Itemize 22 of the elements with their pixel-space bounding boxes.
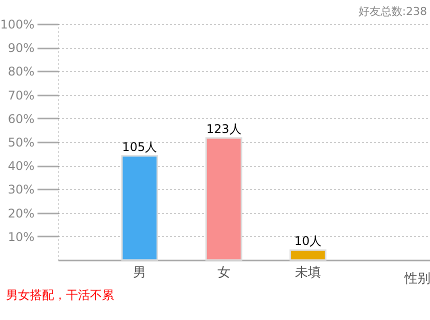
y-tick-label: 80%: [8, 64, 34, 79]
y-tick-label: 40%: [8, 159, 34, 174]
x-axis-title: 性别: [404, 272, 430, 286]
text: 男女搭配，干活不累: [6, 288, 114, 302]
bar: [121, 155, 158, 261]
y-tick-label: 30%: [8, 182, 34, 197]
y-tick-label: 20%: [8, 206, 34, 220]
annotation: 123人: [206, 122, 242, 136]
text: 好友总数:238: [358, 5, 427, 18]
y-tick-label: 60%: [8, 112, 34, 126]
annotation: 105人: [122, 140, 158, 154]
y-tick-label: 90%: [8, 41, 34, 56]
y-tick-label: 100%: [0, 18, 34, 32]
bar: [290, 249, 326, 261]
y-tick-label: 70%: [8, 88, 34, 102]
y-tick-label: 50%: [8, 136, 34, 150]
x-tick-label: 女: [217, 266, 230, 280]
bar: [205, 137, 242, 261]
y-tick-label: 10%: [8, 230, 34, 244]
x-tick-label: 未填: [294, 266, 321, 280]
x-tick-label: 男: [133, 266, 146, 280]
annotation: 10人: [294, 234, 322, 248]
